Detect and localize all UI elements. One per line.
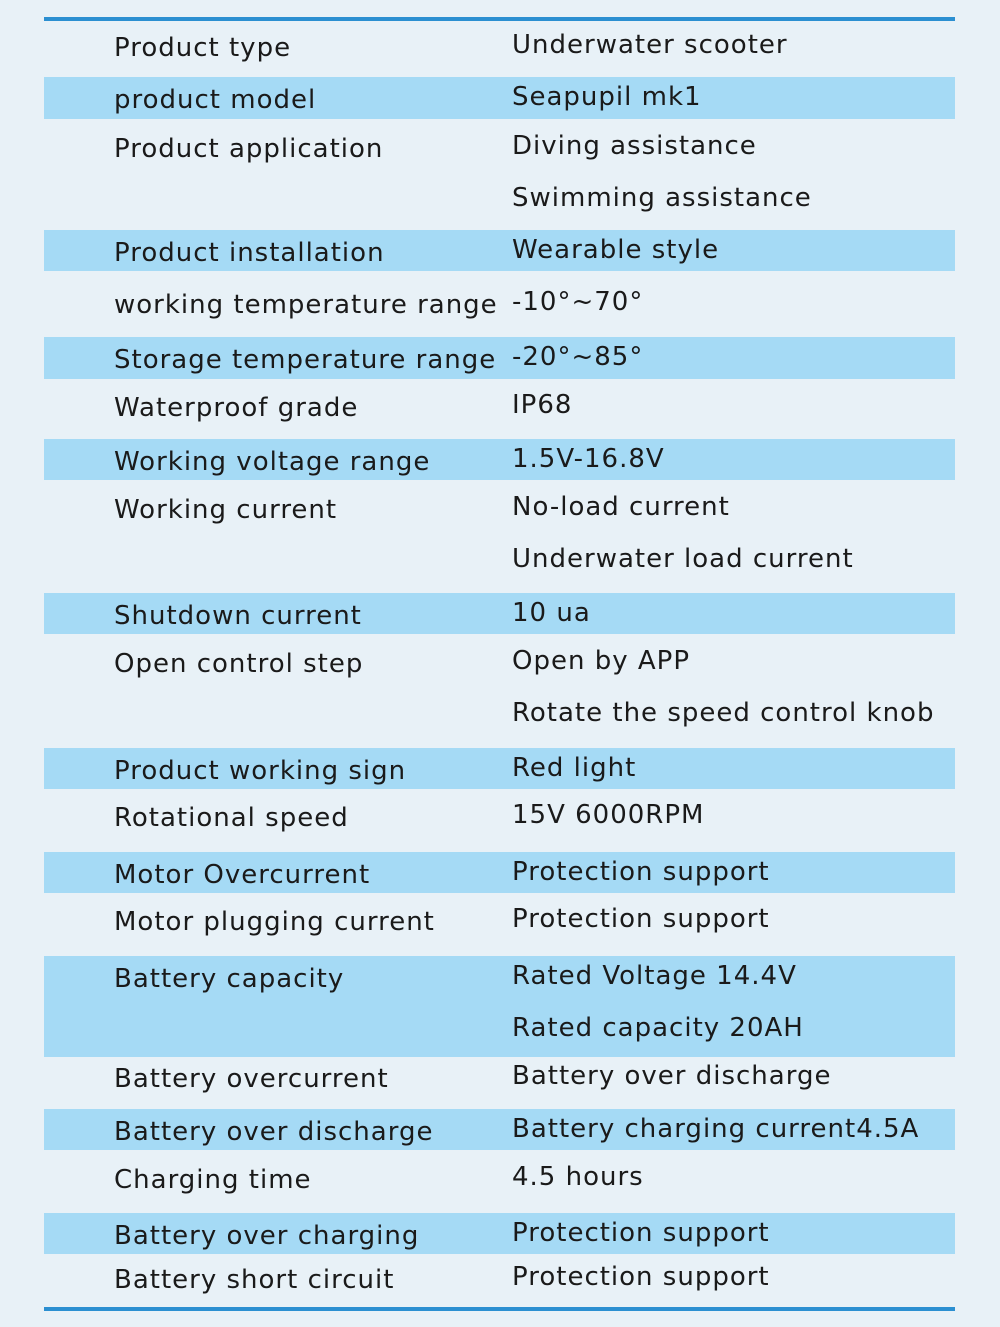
spec-value-group: Protection support xyxy=(512,1207,770,1259)
spec-name: working temperature range xyxy=(114,290,498,320)
spec-value: 4.5 hours xyxy=(512,1162,644,1192)
spec-name: Product type xyxy=(114,33,292,63)
table-row: Battery over charging Protection support xyxy=(44,1213,955,1254)
table-row: Open control step Open by APP Rotate the s… xyxy=(44,634,955,748)
spec-name: Open control step xyxy=(114,649,364,679)
spec-value: Rated Voltage 14.4V xyxy=(512,961,797,991)
spec-name: Working voltage range xyxy=(114,447,431,477)
bottom-rule xyxy=(44,1307,955,1311)
spec-value-group: Protection support xyxy=(512,893,770,945)
spec-value-group: 10 ua xyxy=(512,587,591,639)
spec-name: product model xyxy=(114,85,317,115)
spec-value: 1.5V-16.8V xyxy=(512,444,665,474)
spec-value-group: Protection support xyxy=(512,1251,770,1303)
spec-value-group: Diving assistance Swimming assistance xyxy=(512,120,812,224)
spec-name: Motor Overcurrent xyxy=(114,860,371,890)
table-row: Motor plugging current Protection support xyxy=(44,893,955,956)
spec-value-group: Red light xyxy=(512,742,636,794)
spec-value-group: IP68 xyxy=(512,379,572,431)
spec-name: Product application xyxy=(114,134,384,164)
spec-name: Storage temperature range xyxy=(114,345,497,375)
spec-name: Product working sign xyxy=(114,756,407,786)
spec-value: Battery charging current4.5A xyxy=(512,1114,920,1144)
spec-value-group: 15V 6000RPM xyxy=(512,789,704,841)
spec-value: Underwater load current xyxy=(512,544,854,574)
table-row: Battery overcurrent Battery over discharg… xyxy=(44,1057,955,1109)
table-row: Storage temperature range -20°~85° xyxy=(44,337,955,379)
table-row: Charging time 4.5 hours xyxy=(44,1150,955,1213)
spec-value: Seapupil mk1 xyxy=(512,82,702,112)
spec-name: Motor plugging current xyxy=(114,907,435,937)
spec-value: Diving assistance xyxy=(512,131,757,161)
table-row: Product installation Wearable style xyxy=(44,230,955,271)
spec-name: Waterproof grade xyxy=(114,393,359,423)
spec-value: Protection support xyxy=(512,857,770,887)
table-row: Battery short circuit Protection support xyxy=(44,1254,955,1307)
spec-value-group: -10°~70° xyxy=(512,276,643,328)
spec-name: Working current xyxy=(114,495,338,525)
spec-value-group: Underwater scooter xyxy=(512,19,788,71)
spec-value: Wearable style xyxy=(512,235,720,265)
spec-value-group: Rated Voltage 14.4V Rated capacity 20AH xyxy=(512,950,804,1054)
spec-name: Charging time xyxy=(114,1165,312,1195)
spec-value: Swimming assistance xyxy=(512,183,812,213)
spec-value-group: Open by APP Rotate the speed control knob xyxy=(512,635,934,739)
spec-name: Battery short circuit xyxy=(114,1265,395,1295)
table-row: Waterproof grade IP68 xyxy=(44,379,955,439)
spec-name: Rotational speed xyxy=(114,803,349,833)
spec-value-group: Protection support xyxy=(512,846,770,898)
spec-value-group: Wearable style xyxy=(512,224,719,276)
spec-rows: Product type Underwater scooter product mo… xyxy=(44,21,955,1307)
spec-name: Battery overcurrent xyxy=(114,1064,389,1094)
spec-name: Battery capacity xyxy=(114,964,345,994)
table-row: Shutdown current 10 ua xyxy=(44,593,955,634)
table-row: Product type Underwater scooter xyxy=(44,21,955,77)
table-row: Battery capacity Rated Voltage 14.4V Rated… xyxy=(44,956,955,1057)
table-row: Rotational speed 15V 6000RPM xyxy=(44,789,955,852)
spec-value-group: 1.5V-16.8V xyxy=(512,433,665,485)
spec-value: Open by APP xyxy=(512,646,691,676)
spec-value-group: Seapupil mk1 xyxy=(512,71,702,123)
table-row: Working current No-load current Underwater… xyxy=(44,480,955,593)
spec-table: Product type Underwater scooter product mo… xyxy=(44,17,955,1311)
spec-value: Underwater scooter xyxy=(512,30,788,60)
spec-value: 15V 6000RPM xyxy=(512,800,705,830)
spec-value: Rotate the speed control knob xyxy=(512,698,935,728)
table-row: Product working sign Red light xyxy=(44,748,955,789)
spec-value: No-load current xyxy=(512,492,730,522)
spec-name: Product installation xyxy=(114,238,385,268)
table-row: Motor Overcurrent Protection support xyxy=(44,852,955,893)
spec-name: Shutdown current xyxy=(114,601,362,631)
table-row: working temperature range -10°~70° xyxy=(44,271,955,337)
spec-name: Battery over discharge xyxy=(114,1117,434,1147)
spec-value: Rated capacity 20AH xyxy=(512,1013,804,1043)
spec-value-group: Battery over discharge xyxy=(512,1050,831,1102)
spec-value-group: 4.5 hours xyxy=(512,1151,644,1203)
spec-value: 10 ua xyxy=(512,598,591,628)
table-row: Battery over discharge Battery charging c… xyxy=(44,1109,955,1150)
spec-value: Red light xyxy=(512,753,637,783)
spec-value-group: -20°~85° xyxy=(512,331,643,383)
table-row: product model Seapupil mk1 xyxy=(44,77,955,119)
spec-value: IP68 xyxy=(512,390,573,420)
spec-value: -20°~85° xyxy=(512,342,644,372)
spec-value-group: Battery charging current4.5A xyxy=(512,1103,919,1155)
spec-value: Protection support xyxy=(512,904,770,934)
spec-value: -10°~70° xyxy=(512,287,644,317)
spec-value: Protection support xyxy=(512,1262,770,1292)
top-rule xyxy=(44,17,955,21)
spec-name: Battery over charging xyxy=(114,1221,420,1251)
spec-value: Protection support xyxy=(512,1218,770,1248)
spec-value-group: No-load current Underwater load current xyxy=(512,481,854,585)
table-row: Working voltage range 1.5V-16.8V xyxy=(44,439,955,480)
spec-value: Battery over discharge xyxy=(512,1061,832,1091)
table-row: Product application Diving assistance Swim… xyxy=(44,119,955,230)
